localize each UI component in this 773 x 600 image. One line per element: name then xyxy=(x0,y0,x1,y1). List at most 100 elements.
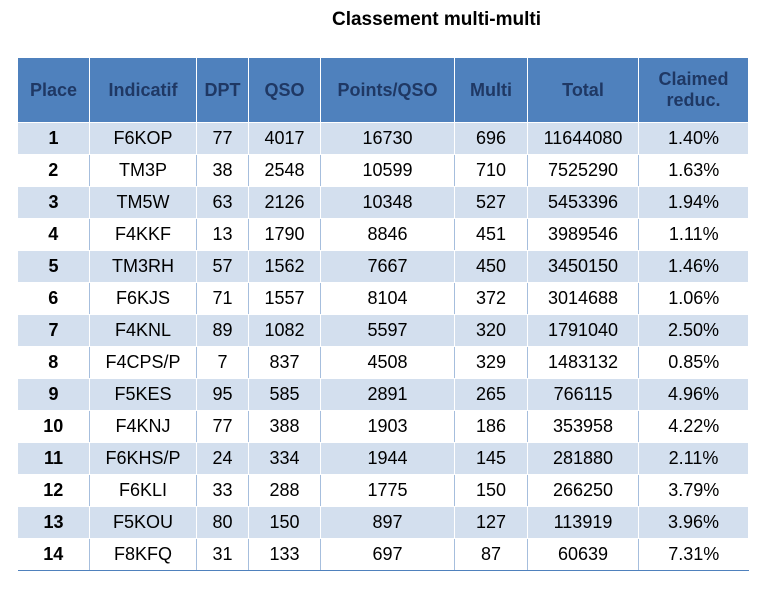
cell-claimed-reduc: 1.46% xyxy=(638,250,749,283)
table-row: 3 TM5W 63 2126 10348 527 5453396 1.94% xyxy=(17,186,749,219)
cell-dpt: 80 xyxy=(196,506,249,539)
cell-qso: 150 xyxy=(248,506,321,539)
header-total: Total xyxy=(527,58,639,123)
cell-dpt: 77 xyxy=(196,410,249,443)
header-claimed-reduc: Claimed reduc. xyxy=(638,58,749,123)
table-row: 10 F4KNJ 77 388 1903 186 353958 4.22% xyxy=(17,410,749,443)
cell-total: 7525290 xyxy=(527,154,639,187)
cell-claimed-reduc: 1.40% xyxy=(638,122,749,155)
cell-place: 12 xyxy=(17,474,90,507)
cell-points-per-qso: 697 xyxy=(320,538,455,571)
cell-place: 3 xyxy=(17,186,90,219)
cell-multi: 451 xyxy=(454,218,528,251)
cell-callsign: F6KOP xyxy=(89,122,197,155)
cell-callsign: F5KOU xyxy=(89,506,197,539)
cell-total: 5453396 xyxy=(527,186,639,219)
cell-place: 10 xyxy=(17,410,90,443)
cell-total: 3450150 xyxy=(527,250,639,283)
cell-multi: 127 xyxy=(454,506,528,539)
cell-multi: 150 xyxy=(454,474,528,507)
cell-dpt: 57 xyxy=(196,250,249,283)
page-title: Classement multi-multi xyxy=(331,9,542,30)
cell-total: 11644080 xyxy=(527,122,639,155)
cell-callsign: F6KHS/P xyxy=(89,442,197,475)
cell-qso: 2126 xyxy=(248,186,321,219)
table-row: 4 F4KKF 13 1790 8846 451 3989546 1.11% xyxy=(17,218,749,251)
cell-dpt: 38 xyxy=(196,154,249,187)
cell-points-per-qso: 16730 xyxy=(320,122,455,155)
cell-callsign: F5KES xyxy=(89,378,197,411)
cell-callsign: TM5W xyxy=(89,186,197,219)
cell-dpt: 31 xyxy=(196,538,249,571)
header-place: Place xyxy=(17,58,90,123)
cell-qso: 334 xyxy=(248,442,321,475)
cell-claimed-reduc: 3.79% xyxy=(638,474,749,507)
cell-dpt: 63 xyxy=(196,186,249,219)
cell-place: 8 xyxy=(17,346,90,379)
cell-qso: 288 xyxy=(248,474,321,507)
cell-total: 1483132 xyxy=(527,346,639,379)
cell-callsign: F6KLI xyxy=(89,474,197,507)
cell-place: 9 xyxy=(17,378,90,411)
cell-points-per-qso: 8846 xyxy=(320,218,455,251)
cell-place: 4 xyxy=(17,218,90,251)
cell-total: 113919 xyxy=(527,506,639,539)
cell-multi: 145 xyxy=(454,442,528,475)
cell-claimed-reduc: 1.94% xyxy=(638,186,749,219)
cell-points-per-qso: 5597 xyxy=(320,314,455,347)
cell-claimed-reduc: 2.50% xyxy=(638,314,749,347)
cell-dpt: 95 xyxy=(196,378,249,411)
header-points-per-qso: Points/QSO xyxy=(320,58,455,123)
header-row: Place Indicatif DPT QSO Points/QSO Multi… xyxy=(17,58,749,123)
cell-total: 3014688 xyxy=(527,282,639,315)
table-row: 1 F6KOP 77 4017 16730 696 11644080 1.40% xyxy=(17,122,749,155)
cell-claimed-reduc: 0.85% xyxy=(638,346,749,379)
cell-claimed-reduc: 1.63% xyxy=(638,154,749,187)
cell-points-per-qso: 4508 xyxy=(320,346,455,379)
cell-multi: 372 xyxy=(454,282,528,315)
cell-points-per-qso: 10599 xyxy=(320,154,455,187)
cell-dpt: 77 xyxy=(196,122,249,155)
table-row: 9 F5KES 95 585 2891 265 766115 4.96% xyxy=(17,378,749,411)
cell-callsign: F6KJS xyxy=(89,282,197,315)
cell-total: 266250 xyxy=(527,474,639,507)
cell-place: 13 xyxy=(17,506,90,539)
cell-multi: 710 xyxy=(454,154,528,187)
cell-claimed-reduc: 4.22% xyxy=(638,410,749,443)
cell-qso: 1082 xyxy=(248,314,321,347)
cell-callsign: F8KFQ xyxy=(89,538,197,571)
table-row: 11 F6KHS/P 24 334 1944 145 281880 2.11% xyxy=(17,442,749,475)
cell-callsign: F4KKF xyxy=(89,218,197,251)
cell-multi: 87 xyxy=(454,538,528,571)
cell-dpt: 89 xyxy=(196,314,249,347)
cell-points-per-qso: 1775 xyxy=(320,474,455,507)
cell-claimed-reduc: 2.11% xyxy=(638,442,749,475)
cell-qso: 585 xyxy=(248,378,321,411)
cell-dpt: 33 xyxy=(196,474,249,507)
cell-points-per-qso: 897 xyxy=(320,506,455,539)
table-row: 5 TM3RH 57 1562 7667 450 3450150 1.46% xyxy=(17,250,749,283)
cell-points-per-qso: 1944 xyxy=(320,442,455,475)
cell-total: 281880 xyxy=(527,442,639,475)
cell-multi: 696 xyxy=(454,122,528,155)
cell-multi: 186 xyxy=(454,410,528,443)
cell-claimed-reduc: 1.11% xyxy=(638,218,749,251)
table-row: 7 F4KNL 89 1082 5597 320 1791040 2.50% xyxy=(17,314,749,347)
header-qso: QSO xyxy=(248,58,321,123)
cell-points-per-qso: 10348 xyxy=(320,186,455,219)
cell-dpt: 13 xyxy=(196,218,249,251)
cell-multi: 527 xyxy=(454,186,528,219)
cell-qso: 1557 xyxy=(248,282,321,315)
header-dpt: DPT xyxy=(196,58,249,123)
cell-qso: 1562 xyxy=(248,250,321,283)
cell-points-per-qso: 1903 xyxy=(320,410,455,443)
cell-place: 1 xyxy=(17,122,90,155)
header-multi: Multi xyxy=(454,58,528,123)
cell-qso: 2548 xyxy=(248,154,321,187)
cell-points-per-qso: 2891 xyxy=(320,378,455,411)
cell-claimed-reduc: 1.06% xyxy=(638,282,749,315)
cell-total: 766115 xyxy=(527,378,639,411)
cell-qso: 837 xyxy=(248,346,321,379)
cell-multi: 329 xyxy=(454,346,528,379)
table-row: 2 TM3P 38 2548 10599 710 7525290 1.63% xyxy=(17,154,749,187)
